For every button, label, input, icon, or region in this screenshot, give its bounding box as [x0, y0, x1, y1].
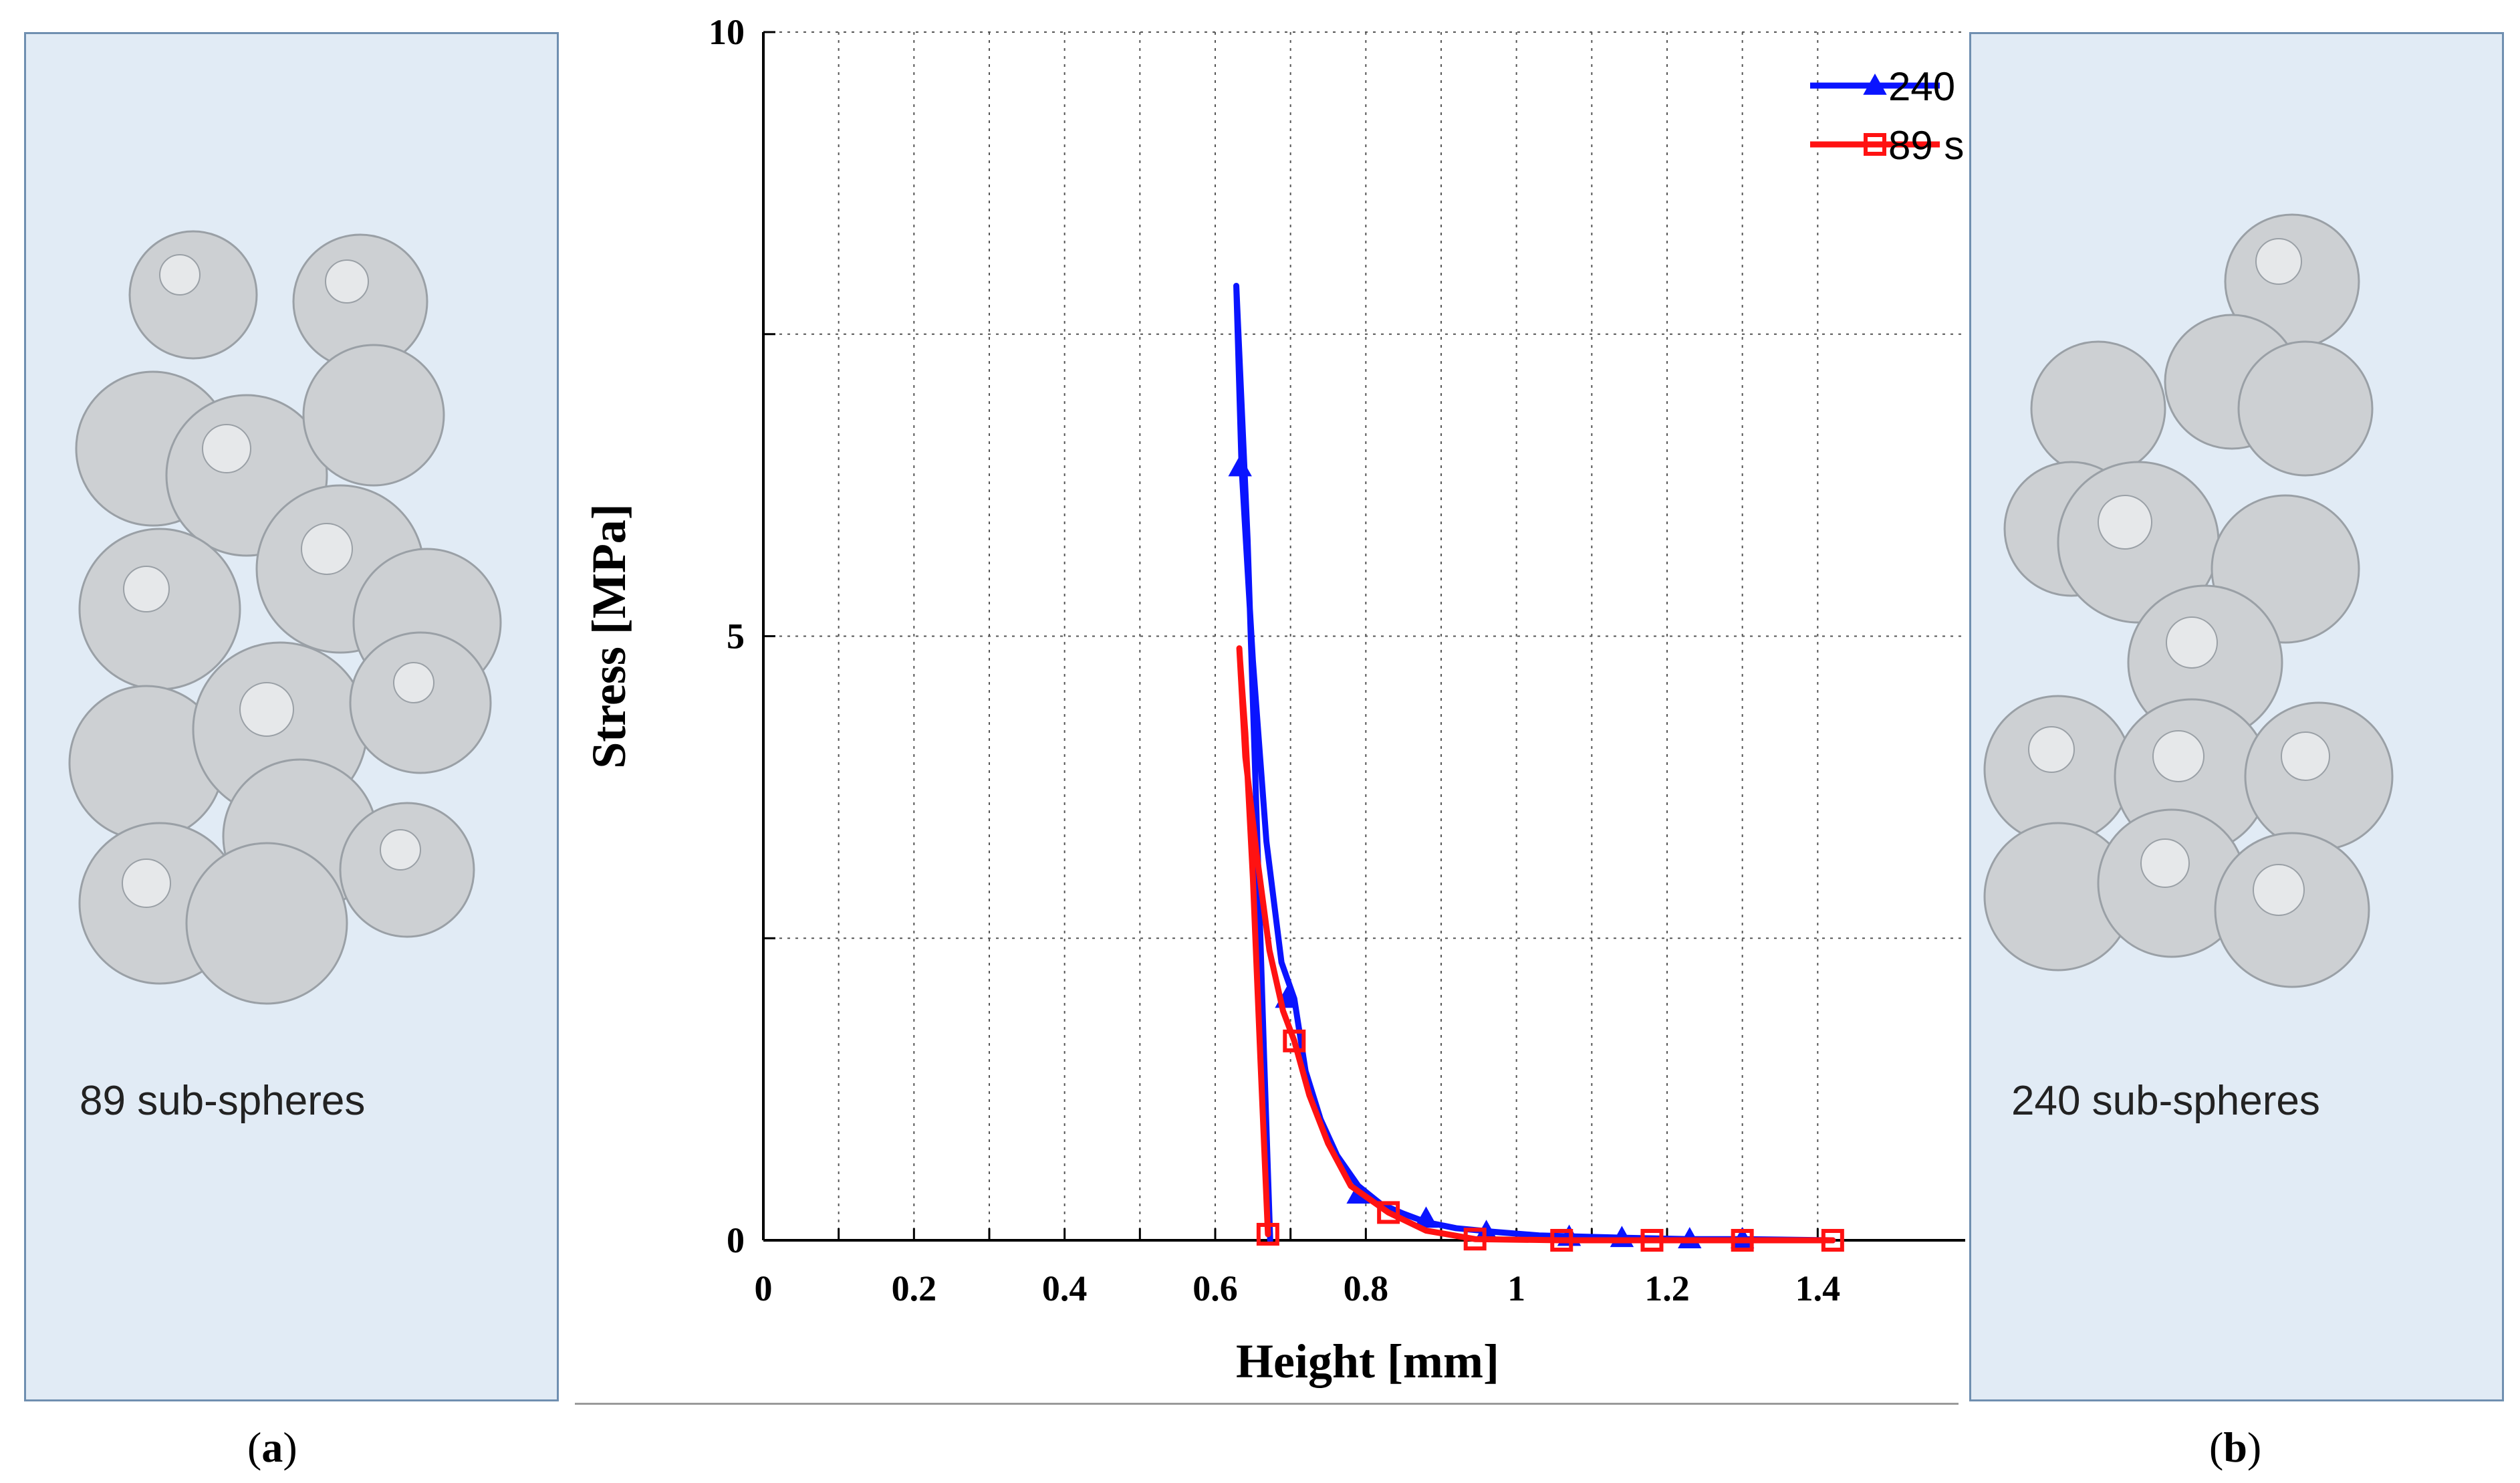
particle-panel-240: 240 sub-spheres	[1969, 32, 2504, 1401]
legend-marker-1	[1864, 133, 1886, 156]
figure-divider	[575, 1403, 1959, 1405]
y-axis-label: Stress [MPa]	[582, 503, 636, 769]
x-tick-label: 1.2	[1644, 1268, 1690, 1308]
legend-label-1: 89 sub-spheres	[1888, 123, 1965, 168]
x-tick-label: 0.4	[1042, 1268, 1088, 1308]
particle-cluster-89-image	[68, 230, 502, 1005]
series-marker-1	[1640, 1229, 1664, 1252]
series-marker-1	[1731, 1229, 1754, 1252]
x-tick-label: 1	[1507, 1268, 1525, 1308]
x-tick-label: 0.6	[1192, 1268, 1238, 1308]
series-marker-1	[1463, 1228, 1487, 1251]
series-marker-1	[1256, 1222, 1279, 1246]
legend-label-0: 240 sub-spheres	[1888, 64, 1965, 109]
particle-cluster-240-image	[1983, 213, 2394, 988]
series-line-1	[1236, 645, 1836, 1244]
panel-caption-240: 240 sub-spheres	[2011, 1078, 2320, 1124]
x-axis-label: Height [mm]	[1236, 1335, 1499, 1388]
series	[1228, 282, 1844, 1252]
y-tick-label: 5	[727, 616, 745, 657]
grid	[763, 31, 1965, 1240]
series-marker-0	[1414, 1206, 1438, 1228]
x-tick-label: 0.8	[1344, 1268, 1389, 1308]
y-tick-label: 10	[709, 12, 745, 52]
particle-panel-89: 89 sub-spheres	[24, 32, 559, 1401]
series-line-0	[1233, 282, 1836, 1244]
panel-label-b: (b)	[2209, 1423, 2262, 1471]
series-marker-1	[1283, 1029, 1306, 1052]
x-tick-label: 0.2	[892, 1268, 937, 1308]
series-marker-1	[1550, 1229, 1573, 1252]
panel-label-a: (a)	[247, 1423, 297, 1471]
series-marker-1	[1377, 1201, 1400, 1224]
tick-labels: 0 0.2 0.4 0.6 0.8 1 1.2 1.4 0 5 10	[709, 12, 1840, 1308]
legend: 240 sub-spheres 89 sub-spheres	[1810, 64, 1965, 168]
axes	[762, 31, 1965, 1242]
stress-height-chart: 0 0.2 0.4 0.6 0.8 1 1.2 1.4 0 5 10 240 sub-spheres…	[582, 12, 1965, 1388]
legend-marker-0	[1863, 73, 1887, 95]
series-marker-0	[1228, 455, 1252, 477]
series-marker-1	[1821, 1229, 1844, 1252]
x-tick-label: 1.4	[1795, 1268, 1841, 1308]
x-tick-label: 0	[755, 1268, 773, 1308]
y-tick-label: 0	[727, 1220, 745, 1260]
panel-caption-89: 89 sub-spheres	[80, 1078, 366, 1124]
